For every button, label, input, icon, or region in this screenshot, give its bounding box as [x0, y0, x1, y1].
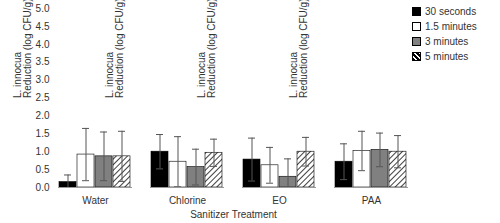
svg-text:1.0: 1.0	[36, 146, 50, 157]
svg-text:0.5: 0.5	[36, 164, 50, 175]
svg-text:0.0: 0.0	[36, 182, 50, 193]
svg-text:Sanitizer Treatment: Sanitizer Treatment	[190, 209, 277, 220]
svg-text:L. innocuaReduction (log CFU/g: L. innocuaReduction (log CFU/g)	[288, 0, 309, 98]
svg-text:Water: Water	[82, 195, 109, 206]
svg-text:EO: EO	[272, 195, 287, 206]
svg-text:3.5: 3.5	[36, 56, 50, 67]
svg-text:2.5: 2.5	[36, 92, 50, 103]
svg-text:Chlorine: Chlorine	[169, 195, 207, 206]
svg-text:4.0: 4.0	[36, 39, 50, 50]
svg-text:5.0: 5.0	[36, 3, 50, 14]
svg-text:4.5: 4.5	[36, 21, 50, 32]
svg-text:2.0: 2.0	[36, 110, 50, 121]
svg-text:L. innocuaReduction (log CFU/g: L. innocuaReduction (log CFU/g)	[104, 0, 125, 98]
html-text:30 seconds: 30 seconds	[425, 6, 477, 17]
html-text:5 minutes: 5 minutes	[425, 51, 469, 62]
svg-text:PAA: PAA	[362, 195, 382, 206]
svg-text:L. innocuaReduction (log CFU/g: L. innocuaReduction (log CFU/g)	[196, 0, 217, 98]
html-text:3 minutes: 3 minutes	[425, 36, 469, 47]
svg-text:1.5: 1.5	[36, 128, 50, 139]
html-text:1.5 minutes: 1.5 minutes	[425, 21, 477, 32]
svg-text:L. innocuaReduction (log CFU/g: L. innocuaReduction (log CFU/g)	[12, 0, 33, 98]
svg-text:3.0: 3.0	[36, 74, 50, 85]
